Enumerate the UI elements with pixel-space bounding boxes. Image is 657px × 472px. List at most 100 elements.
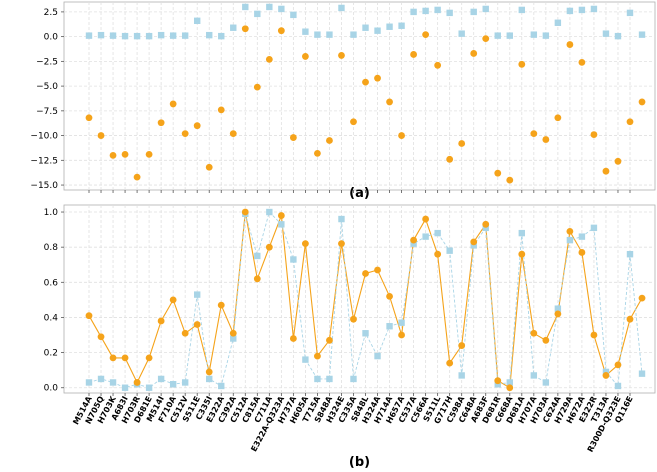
point-blue-square	[266, 208, 273, 216]
panel-a-frame	[63, 1, 656, 191]
point-orange-circle	[362, 78, 369, 86]
point-blue-square	[530, 31, 538, 38]
point-orange-circle	[277, 27, 285, 35]
panel-a-label: (a)	[349, 186, 370, 201]
point-orange-circle	[638, 294, 646, 302]
point-orange-circle	[157, 317, 165, 325]
point-blue-square	[350, 31, 357, 38]
point-blue-square	[434, 6, 441, 14]
point-orange-circle	[386, 98, 393, 106]
point-blue-square	[145, 32, 153, 40]
y-tick-label: −15.0	[30, 181, 58, 191]
point-blue-square	[470, 242, 477, 249]
point-orange-circle	[193, 122, 201, 130]
y-tick-label: −2.5	[36, 57, 58, 67]
point-orange-circle	[289, 335, 297, 342]
point-orange-circle	[446, 155, 454, 163]
point-blue-square	[614, 32, 622, 40]
point-blue-square	[218, 32, 225, 40]
point-orange-circle	[326, 137, 333, 144]
point-orange-circle	[338, 52, 345, 59]
point-blue-square	[326, 375, 333, 383]
point-orange-circle	[181, 329, 189, 337]
point-orange-circle	[422, 215, 430, 223]
point-orange-circle	[109, 354, 117, 362]
point-blue-square	[169, 32, 177, 39]
point-orange-circle	[157, 119, 165, 127]
point-blue-square	[530, 372, 538, 379]
point-blue-square	[181, 379, 189, 386]
point-blue-square	[482, 224, 489, 232]
point-blue-square	[386, 323, 393, 330]
y-tick-label: 0.2	[44, 349, 58, 359]
point-orange-circle	[422, 31, 430, 39]
point-blue-square	[506, 32, 513, 39]
point-blue-square	[374, 352, 381, 360]
point-orange-circle	[410, 236, 417, 244]
point-orange-circle	[578, 58, 586, 66]
point-orange-circle	[518, 60, 526, 68]
point-blue-square	[97, 31, 105, 39]
y-tick-label: −12.5	[30, 156, 58, 166]
point-blue-square	[638, 370, 646, 377]
point-blue-square	[314, 31, 321, 38]
point-orange-circle	[217, 301, 225, 309]
point-orange-circle	[566, 41, 574, 48]
point-orange-circle	[602, 167, 610, 175]
point-orange-circle	[434, 250, 442, 258]
point-blue-square	[157, 375, 165, 383]
y-tick-label: 1.0	[44, 208, 59, 218]
point-blue-square	[506, 379, 513, 386]
point-orange-circle	[145, 150, 153, 158]
point-blue-square	[242, 3, 249, 11]
point-blue-square	[278, 5, 285, 13]
point-blue-square	[326, 31, 333, 38]
point-blue-square	[302, 356, 309, 363]
point-blue-square	[578, 233, 586, 240]
point-orange-circle	[626, 315, 634, 323]
point-orange-circle	[410, 51, 417, 58]
y-tick-label: −5.0	[36, 82, 58, 92]
point-orange-circle	[97, 333, 105, 341]
y-tick-label: 0.0	[44, 384, 59, 394]
y-tick-label: 0.8	[44, 243, 59, 253]
point-orange-circle	[265, 55, 273, 63]
point-blue-square	[254, 252, 261, 260]
point-orange-circle	[470, 50, 478, 57]
y-tick-label: 0.4	[44, 313, 59, 323]
point-orange-circle	[85, 312, 93, 320]
point-blue-square	[446, 247, 453, 254]
point-orange-circle	[374, 74, 381, 82]
point-orange-circle	[217, 106, 225, 114]
point-orange-circle	[121, 150, 129, 158]
point-orange-circle	[614, 361, 622, 369]
point-orange-circle	[314, 149, 321, 157]
point-blue-square	[97, 375, 105, 383]
point-orange-circle	[289, 134, 297, 141]
point-blue-square	[85, 32, 93, 39]
point-orange-circle	[205, 368, 213, 376]
point-orange-circle	[590, 131, 598, 138]
point-orange-circle	[302, 240, 309, 248]
point-orange-circle	[265, 243, 273, 251]
point-orange-circle	[446, 359, 454, 367]
point-blue-square	[302, 28, 309, 35]
point-orange-circle	[277, 212, 285, 219]
point-blue-square	[554, 19, 562, 26]
point-blue-square	[230, 335, 237, 342]
y-tick-label: 2.5	[44, 8, 58, 18]
point-orange-circle	[458, 140, 466, 147]
point-orange-circle	[350, 118, 357, 126]
point-orange-circle	[253, 275, 261, 283]
point-orange-circle	[338, 240, 345, 248]
point-orange-circle	[638, 98, 646, 106]
point-blue-square	[206, 31, 213, 39]
point-blue-square	[542, 32, 550, 39]
panel-b-label: (b)	[349, 455, 370, 470]
point-blue-square	[157, 31, 165, 39]
point-orange-circle	[133, 173, 141, 181]
point-orange-circle	[506, 176, 514, 184]
point-orange-circle	[229, 130, 237, 138]
panel-a-marks	[85, 3, 646, 184]
